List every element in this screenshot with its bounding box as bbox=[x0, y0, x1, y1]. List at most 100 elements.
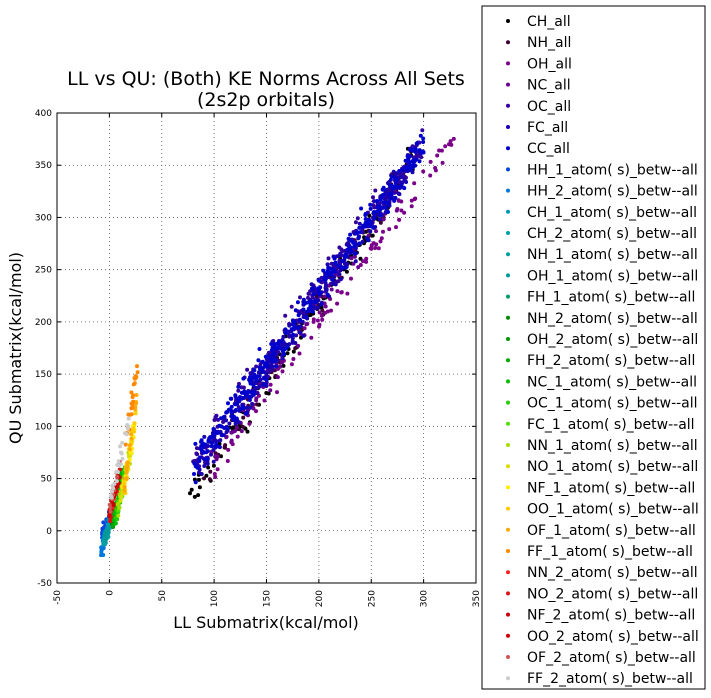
data-point bbox=[302, 326, 307, 331]
data-point bbox=[368, 224, 373, 229]
data-point bbox=[264, 391, 269, 395]
legend-marker bbox=[506, 252, 510, 257]
data-point bbox=[270, 367, 275, 372]
legend-entry: NO_2_atom( s)_betw--all bbox=[527, 586, 698, 602]
data-point bbox=[377, 217, 382, 222]
data-point bbox=[317, 286, 322, 291]
data-point bbox=[122, 476, 127, 481]
y-tick-label: 50 bbox=[41, 475, 53, 485]
data-point bbox=[228, 396, 233, 401]
data-point bbox=[213, 438, 218, 443]
series-12 bbox=[103, 517, 111, 543]
data-point bbox=[110, 489, 114, 494]
data-point bbox=[367, 213, 372, 218]
data-point bbox=[340, 259, 345, 264]
data-point bbox=[217, 438, 222, 443]
data-point bbox=[368, 206, 373, 211]
data-point bbox=[245, 429, 250, 434]
data-point bbox=[329, 308, 333, 313]
legend-entry: CC_all bbox=[527, 141, 570, 157]
data-point bbox=[236, 384, 241, 389]
data-point bbox=[256, 370, 261, 375]
data-point bbox=[398, 175, 403, 179]
data-point bbox=[197, 477, 201, 482]
legend-entry: CH_1_atom( s)_betw--all bbox=[527, 205, 697, 221]
data-point bbox=[356, 265, 361, 270]
data-point bbox=[364, 256, 369, 261]
data-point bbox=[202, 450, 206, 455]
data-point bbox=[134, 400, 138, 404]
data-point bbox=[449, 142, 454, 147]
data-point bbox=[294, 333, 299, 338]
data-point bbox=[258, 377, 263, 382]
data-point bbox=[261, 366, 265, 370]
data-point bbox=[394, 208, 399, 213]
data-point bbox=[113, 521, 118, 526]
legend-marker bbox=[506, 125, 510, 129]
data-point bbox=[402, 186, 407, 191]
data-point bbox=[195, 452, 200, 457]
y-tick-label: 150 bbox=[35, 370, 52, 380]
data-point bbox=[349, 256, 354, 261]
legend-marker bbox=[506, 379, 510, 384]
legend-entry: CH_all bbox=[527, 14, 571, 30]
data-point bbox=[210, 444, 214, 449]
data-point bbox=[339, 290, 344, 295]
legend-marker bbox=[506, 231, 510, 235]
data-point bbox=[241, 376, 246, 381]
legend-marker bbox=[506, 527, 510, 532]
data-point bbox=[239, 429, 244, 434]
data-point bbox=[102, 541, 107, 546]
data-point bbox=[271, 351, 276, 356]
data-point bbox=[212, 472, 217, 476]
data-point bbox=[348, 232, 353, 237]
data-point bbox=[225, 459, 230, 463]
data-point bbox=[199, 444, 204, 448]
legend-entry: NH_2_atom( s)_betw--all bbox=[527, 311, 698, 327]
data-point bbox=[357, 221, 362, 226]
data-point bbox=[381, 217, 386, 222]
data-point bbox=[397, 185, 402, 190]
data-point bbox=[349, 276, 353, 281]
legend-entry: OH_2_atom( s)_betw--all bbox=[527, 332, 698, 348]
data-point bbox=[418, 133, 423, 138]
legend-marker bbox=[506, 400, 510, 405]
data-point bbox=[393, 181, 398, 186]
data-point bbox=[405, 166, 410, 171]
x-axis-label: LL Submatrix(kcal/mol) bbox=[173, 613, 359, 632]
data-point bbox=[202, 464, 207, 468]
data-point bbox=[210, 440, 214, 445]
legend-marker bbox=[506, 188, 510, 193]
data-point bbox=[251, 383, 256, 388]
data-point bbox=[421, 149, 426, 154]
legend-entry: OF_2_atom( s)_betw--all bbox=[527, 650, 696, 666]
legend-entry: OO_1_atom( s)_betw--all bbox=[527, 502, 699, 518]
data-point bbox=[193, 480, 198, 485]
data-point bbox=[317, 278, 321, 283]
legend-entry: NH_1_atom( s)_betw--all bbox=[527, 247, 698, 263]
data-point bbox=[202, 457, 207, 462]
data-point bbox=[125, 460, 130, 465]
data-point bbox=[285, 351, 290, 356]
data-point bbox=[364, 259, 369, 264]
legend-box bbox=[481, 5, 706, 690]
data-point bbox=[239, 396, 244, 401]
data-point bbox=[306, 295, 310, 300]
data-point bbox=[132, 421, 137, 426]
legend-marker bbox=[506, 443, 510, 447]
data-point bbox=[348, 245, 353, 250]
data-point bbox=[376, 246, 381, 251]
data-point bbox=[216, 444, 221, 449]
data-point bbox=[440, 160, 445, 165]
data-point bbox=[360, 239, 365, 244]
data-point bbox=[417, 159, 422, 164]
data-point bbox=[101, 520, 106, 525]
data-point bbox=[211, 427, 216, 431]
data-point bbox=[254, 396, 259, 401]
data-point bbox=[303, 314, 308, 319]
data-point bbox=[189, 487, 194, 492]
data-point bbox=[325, 262, 330, 267]
legend-marker bbox=[506, 485, 510, 490]
data-point bbox=[131, 382, 136, 387]
legend-marker bbox=[506, 82, 510, 87]
